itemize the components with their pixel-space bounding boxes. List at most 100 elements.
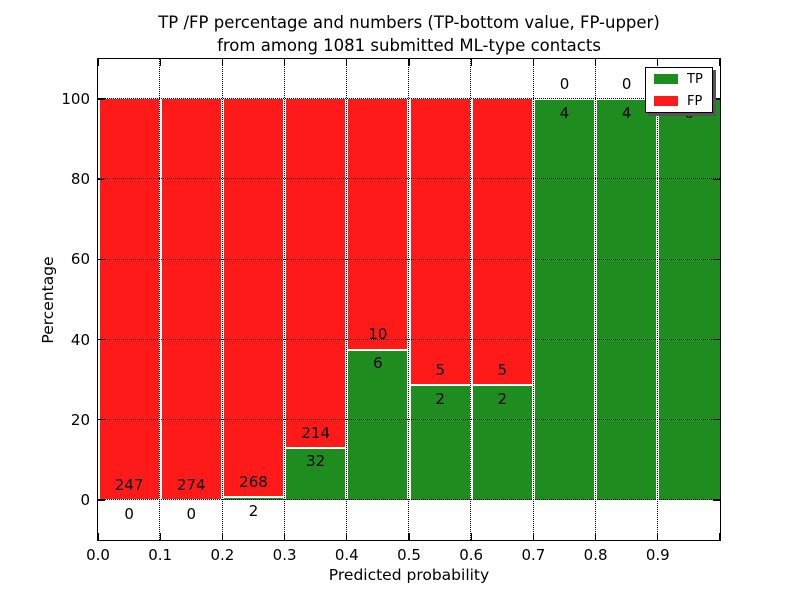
legend-swatch-tp-icon bbox=[654, 74, 678, 84]
tp-count-label: 6 bbox=[373, 354, 383, 373]
chart-title-line2: from among 1081 submitted ML-type contac… bbox=[217, 36, 601, 56]
x-axis-tick bbox=[221, 533, 224, 540]
y-tick-label: 80 bbox=[70, 170, 90, 189]
x-gridline bbox=[594, 59, 596, 540]
y-axis-tick bbox=[713, 499, 720, 501]
x-gridline bbox=[408, 59, 410, 540]
bar-segment-tp bbox=[410, 385, 470, 500]
x-tick-label: 0.7 bbox=[521, 546, 546, 564]
x-axis-tick bbox=[532, 59, 535, 66]
x-axis-tick bbox=[594, 533, 597, 540]
x-gridline bbox=[221, 59, 223, 540]
x-tick-label: 0.2 bbox=[210, 546, 235, 564]
x-axis-tick bbox=[657, 533, 659, 540]
fp-count-label: 247 bbox=[114, 475, 144, 494]
x-axis-tick bbox=[470, 533, 472, 540]
y-axis-tick bbox=[713, 338, 720, 341]
x-axis-tick bbox=[159, 59, 161, 66]
legend-label-fp: FP bbox=[687, 93, 703, 109]
bar-segment-tp bbox=[534, 99, 595, 500]
y-axis-tick bbox=[713, 178, 720, 180]
fp-count-label: 214 bbox=[301, 423, 330, 442]
x-axis-tick bbox=[408, 533, 410, 540]
legend-entry-tp: TP bbox=[654, 72, 712, 87]
y-axis-tick bbox=[713, 419, 720, 421]
y-tick-label: 40 bbox=[70, 330, 90, 349]
y-axis-tick bbox=[713, 98, 720, 100]
y-axis-tick bbox=[98, 178, 105, 180]
tp-count-label: 32 bbox=[306, 452, 326, 471]
tp-count-label: 2 bbox=[497, 390, 508, 409]
tp-count-label: 0 bbox=[186, 504, 197, 523]
bar-segment-fp bbox=[223, 99, 284, 497]
chart-title-line1: TP /FP percentage and numbers (TP-bottom… bbox=[158, 13, 660, 32]
fp-count-label: 5 bbox=[497, 361, 508, 380]
bar-segment-tp bbox=[348, 349, 408, 500]
x-tick-label: 0.5 bbox=[397, 546, 421, 564]
x-tick-label: 0.4 bbox=[334, 546, 359, 564]
y-axis-tick bbox=[98, 258, 105, 261]
tp-count-label: 2 bbox=[248, 501, 259, 520]
bar-segment-fp bbox=[348, 99, 408, 350]
y-axis-tick bbox=[98, 499, 105, 501]
x-axis-label: Predicted probability bbox=[328, 566, 490, 584]
fp-count-label: 5 bbox=[435, 361, 445, 380]
legend: TP FP bbox=[645, 67, 713, 113]
fp-count-label: 10 bbox=[368, 325, 388, 344]
x-tick-label: 0.1 bbox=[148, 546, 173, 564]
bar-boundary-line bbox=[472, 384, 532, 387]
chart-title: TP /FP percentage and numbers (TP-bottom… bbox=[98, 11, 720, 58]
y-tick-label: 20 bbox=[70, 410, 90, 429]
legend-swatch-fp-icon bbox=[654, 96, 678, 106]
x-axis-tick bbox=[594, 59, 597, 66]
x-gridline bbox=[159, 59, 161, 540]
x-axis-tick bbox=[283, 59, 286, 66]
bar-segment-fp bbox=[99, 99, 159, 500]
bar-boundary-line bbox=[286, 446, 346, 449]
bar-segment-tp bbox=[472, 385, 532, 500]
x-tick-label: 0.0 bbox=[86, 546, 110, 564]
tp-count-label: 2 bbox=[435, 390, 445, 409]
fp-count-label: 268 bbox=[239, 472, 268, 491]
x-axis-tick bbox=[718, 533, 720, 540]
plot-area: 0 20 40 60 80 100 0.0 0.1 0.2 0.3 0.4 0.5 0.6 0.7 0.8 0… bbox=[61, 58, 721, 564]
fp-count-label: 0 bbox=[621, 74, 632, 93]
x-axis-tick bbox=[221, 59, 224, 66]
x-gridline bbox=[657, 59, 658, 540]
x-axis-tick bbox=[718, 59, 720, 66]
y-tick-label: 0 bbox=[80, 490, 90, 509]
y-axis-tick bbox=[713, 258, 720, 261]
legend-label-tp: TP bbox=[687, 71, 703, 87]
bar-segment-fp bbox=[286, 99, 346, 448]
x-axis-tick bbox=[283, 533, 286, 540]
x-tick-label: 0.6 bbox=[459, 546, 484, 564]
bar-boundary-line bbox=[223, 495, 284, 498]
x-axis-tick bbox=[532, 533, 535, 540]
y-tick-label: 100 bbox=[61, 90, 90, 109]
bar-boundary-line bbox=[348, 348, 408, 351]
x-gridline bbox=[346, 59, 347, 540]
x-axis-tick bbox=[470, 59, 472, 66]
x-axis-tick bbox=[346, 59, 348, 66]
y-axis-tick bbox=[98, 338, 105, 341]
bar-segment-fp bbox=[472, 99, 532, 386]
x-tick-label: 0.8 bbox=[583, 546, 608, 564]
bar-segment-fp bbox=[410, 99, 470, 386]
fp-count-label: 274 bbox=[176, 475, 206, 494]
x-axis-tick bbox=[657, 59, 659, 66]
x-tick-label: 0.3 bbox=[272, 546, 297, 564]
legend-entry-fp: FP bbox=[654, 94, 712, 109]
x-axis-tick bbox=[159, 533, 161, 540]
tp-count-label: 0 bbox=[124, 504, 134, 523]
bar-segment-tp bbox=[659, 99, 720, 500]
tp-count-label: 4 bbox=[621, 103, 632, 122]
y-tick-label: 60 bbox=[70, 250, 90, 269]
x-tick-label: 0.9 bbox=[645, 546, 670, 564]
bar-segment-tp bbox=[286, 447, 346, 500]
x-gridline bbox=[470, 59, 472, 540]
bar-segment-tp bbox=[597, 99, 657, 500]
fp-count-label: 0 bbox=[559, 74, 570, 93]
x-gridline bbox=[283, 59, 285, 540]
y-axis-tick bbox=[98, 419, 105, 421]
